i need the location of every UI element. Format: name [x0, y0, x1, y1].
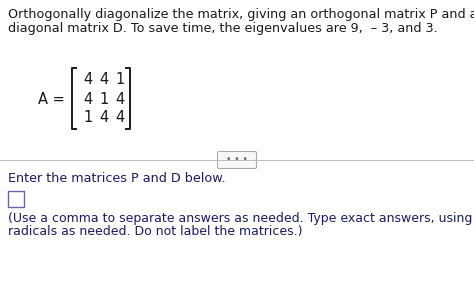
Text: 4: 4	[83, 72, 92, 87]
Text: diagonal matrix D. To save time, the eigenvalues are 9,  – 3, and 3.: diagonal matrix D. To save time, the eig…	[8, 22, 438, 35]
Text: • • •: • • •	[226, 155, 248, 164]
Text: Orthogonally diagonalize the matrix, giving an orthogonal matrix P and a: Orthogonally diagonalize the matrix, giv…	[8, 8, 474, 21]
Text: 4: 4	[100, 111, 109, 125]
FancyBboxPatch shape	[8, 191, 24, 207]
Text: Enter the matrices P and D below.: Enter the matrices P and D below.	[8, 172, 226, 185]
Text: (Use a comma to separate answers as needed. Type exact answers, using: (Use a comma to separate answers as need…	[8, 212, 473, 225]
Text: 4: 4	[83, 91, 92, 107]
Text: 4: 4	[115, 91, 125, 107]
Text: A =: A =	[38, 91, 65, 107]
Text: radicals as needed. Do not label the matrices.): radicals as needed. Do not label the mat…	[8, 225, 302, 238]
Text: 1: 1	[115, 72, 125, 87]
FancyBboxPatch shape	[218, 151, 256, 169]
Text: 4: 4	[100, 72, 109, 87]
Text: 1: 1	[83, 111, 92, 125]
Text: 1: 1	[100, 91, 109, 107]
Text: 4: 4	[115, 111, 125, 125]
